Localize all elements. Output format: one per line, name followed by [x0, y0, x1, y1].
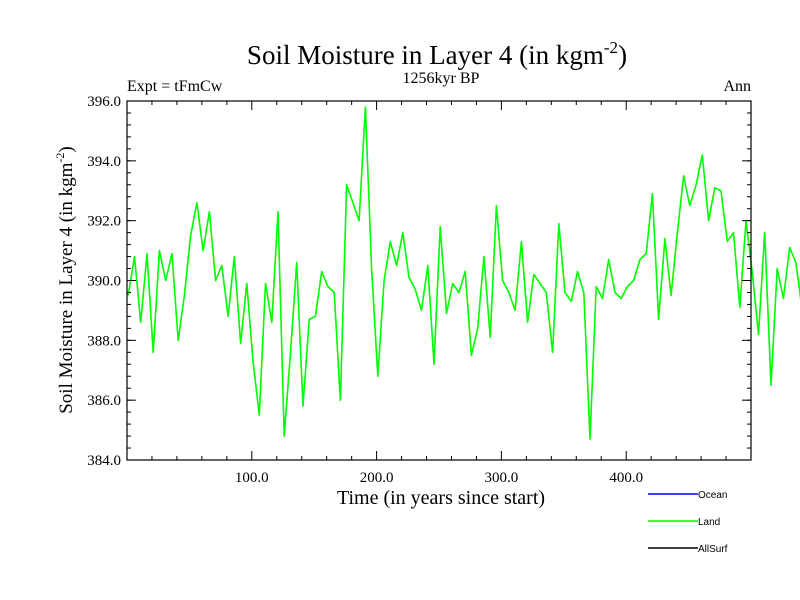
chart-title-superscript: -2	[604, 38, 618, 57]
subtitle-right: Ann	[723, 78, 751, 95]
subtitle-center: 1256kyr BP	[403, 70, 480, 87]
x-tick-label: 200.0	[360, 470, 394, 486]
chart-title: Soil Moisture in Layer 4 (in kgm-2)	[247, 38, 627, 70]
x-tick-label: 300.0	[485, 470, 519, 486]
y-tick-label: 394.0	[87, 154, 121, 170]
y-tick-label: 388.0	[87, 333, 121, 349]
chart-title-suffix: )	[618, 40, 627, 70]
chart-title-main: Soil Moisture in Layer 4 (in kgm	[247, 40, 604, 70]
legend: Ocean Land AllSurf	[648, 490, 728, 555]
plot-area	[127, 106, 800, 440]
legend-label-ocean: Ocean	[698, 490, 727, 501]
y-tick-label: 392.0	[87, 214, 121, 230]
plot-frame	[126, 100, 752, 461]
y-axis-label: Soil Moisture in Layer 4 (in kgm-2)	[53, 146, 77, 414]
y-axis-label-superscript: -2	[53, 153, 67, 163]
y-axis-label-suffix: )	[56, 146, 77, 152]
legend-label-allsurf: AllSurf	[698, 544, 728, 555]
series-line-land	[127, 106, 800, 440]
x-tick-label: 400.0	[609, 470, 643, 486]
legend-label-land: Land	[698, 517, 720, 528]
y-axis-label-main: Soil Moisture in Layer 4 (in kgm	[56, 162, 77, 413]
x-tick-label: 100.0	[235, 470, 269, 486]
axis-ticks: 100.0 200.0 300.0 400.0 384.0 386.0 388.0 390.0…	[87, 94, 751, 486]
x-axis-label: Time (in years since start)	[337, 487, 545, 509]
subtitle-left: Expt = tFmCw	[127, 78, 223, 95]
y-tick-label: 386.0	[87, 393, 121, 409]
y-tick-label: 396.0	[87, 94, 121, 110]
y-tick-label: 384.0	[87, 453, 121, 469]
y-tick-label: 390.0	[87, 274, 121, 290]
